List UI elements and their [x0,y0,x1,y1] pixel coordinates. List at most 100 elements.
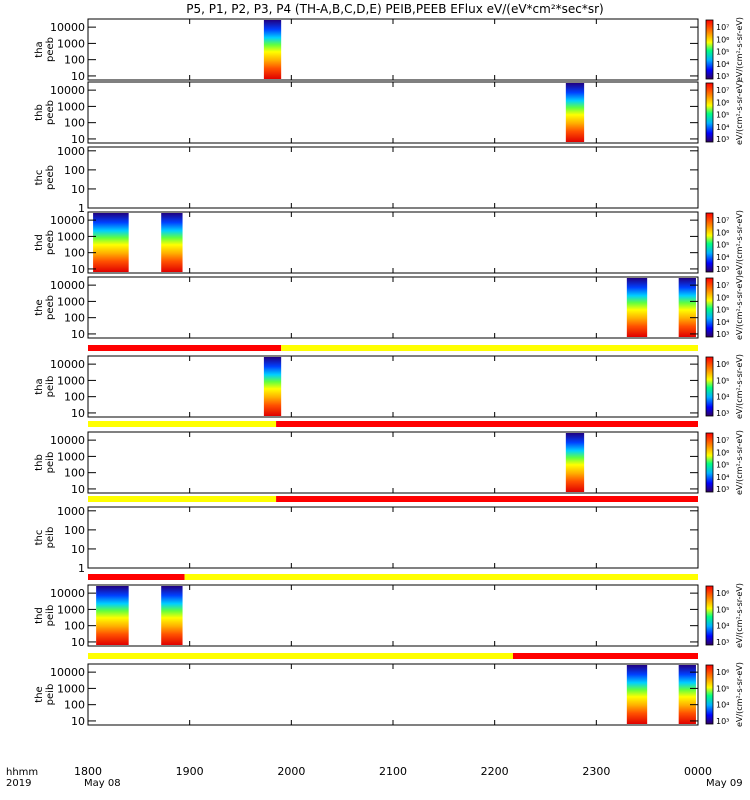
colorbar-tick-thb-peeb-4: 10³ [716,135,729,144]
ytick-label-thd-peib-0: 10 [71,636,85,649]
colorbar-tick-tha-peib-1: 10⁵ [716,376,729,385]
mode-bar-thc-peib-0 [88,496,277,502]
panel-label-product-thc-peib: peib [45,527,56,549]
x-tick-label-3: 2100 [379,765,407,778]
x-tick-label-4: 2200 [481,765,509,778]
panel-label-thd-peib: thdpeib [34,605,56,627]
colorbar-tick-thd-peeb-1: 10⁶ [716,228,729,237]
panel-label-tha-peib: thapeib [34,376,56,398]
spectrum-block-thb-peeb-0 [565,83,585,142]
colorbar-tha-peib [705,356,714,417]
ytick-label-thb-peib-0: 10 [71,483,85,496]
ytick-label-thb-peib-2: 1000 [57,450,85,463]
mode-bar-the-peib-0 [88,653,513,659]
spectrum-block-thd-peeb-1 [161,213,183,272]
x-date-end: May 09 [706,778,743,789]
colorbar-tick-thb-peib-1: 10⁶ [716,448,729,457]
colorbar-label-thd-peeb: eV/(cm²-s-sr-eV) [735,210,744,275]
ytick-label-thc-peeb-1: 10 [71,183,85,196]
panel-label-thb-peib: thbpeib [34,452,56,474]
mode-bar-the-peib-1 [512,653,698,659]
panel-the-peib: 10 100 1000 10000 thepeib 10⁶ 10⁵ 10⁴ 10³ eV/(cm²… [34,653,744,728]
colorbar-thb-peeb [705,82,714,143]
ytick-label-the-peeb-0: 10 [71,328,85,341]
panel-frame-the-peeb [87,276,699,339]
colorbar-label-the-peeb: eV/(cm²-s-sr-eV) [735,275,744,340]
panel-thb-peib: 10 100 1000 10000 thbpeib 10⁷ 10⁶ 10⁵ 10⁴ 10³ eV/(… [34,421,744,496]
colorbar-tick-the-peeb-0: 10⁷ [716,281,729,290]
colorbar-tick-the-peib-2: 10⁴ [716,701,729,710]
x-tick-label-0: 1800 [74,765,102,778]
mode-bar-thd-peib-0 [88,574,185,580]
panel-label-probe-thb-peeb: thb [34,104,45,121]
colorbar-tick-thb-peib-3: 10⁴ [716,473,729,482]
ytick-label-thb-peeb-0: 10 [71,133,85,146]
ytick-label-the-peib-0: 10 [71,715,85,728]
panel-label-the-peib: thepeib [34,684,56,706]
ytick-label-the-peib-1: 100 [64,699,85,712]
ytick-label-tha-peib-0: 10 [71,407,85,420]
colorbar-tick-thb-peeb-1: 10⁶ [716,98,729,107]
panel-label-product-the-peeb: peeb [45,295,56,320]
panel-frame-thc-peeb [87,146,699,209]
colorbar-tick-the-peib-1: 10⁵ [716,684,729,693]
panel-label-product-the-peib: peib [45,684,56,706]
ytick-label-thd-peeb-1: 100 [64,247,85,260]
colorbar-tick-thd-peeb-2: 10⁵ [716,241,729,250]
colorbar-label-thb-peeb: eV/(cm²-s-sr-eV) [735,80,744,145]
panel-frame-thb-peib [87,431,699,494]
panel-label-probe-tha-peib: tha [34,378,45,394]
mode-bar-tha-peib-1 [281,345,698,351]
ytick-label-tha-peeb-3: 10000 [50,21,85,34]
colorbar-label-tha-peeb: eV/(cm²-s-sr-eV) [735,17,744,82]
colorbar-tick-thd-peib-3: 10³ [716,638,729,647]
colorbar-the-peeb [705,277,714,338]
panel-label-probe-thc-peeb: thc [34,170,45,186]
colorbar-tick-tha-peeb-3: 10⁴ [716,60,729,69]
panel-label-probe-thd-peib: thd [34,607,45,624]
panel-label-probe-the-peeb: the [34,299,45,315]
panel-label-product-thd-peib: peib [45,605,56,627]
ytick-label-the-peib-3: 10000 [50,666,85,679]
spectrum-block-thd-peib-1 [161,586,183,645]
x-axis: 1800 1900 2000 2100 2200 2300 0000 [74,765,712,778]
panel-frame-the-peib [87,663,699,726]
colorbar-tick-the-peib-0: 10⁶ [716,668,729,677]
x-date-start: May 08 [84,778,121,789]
colorbar-the-peib [705,664,714,725]
colorbar-tick-thd-peeb-3: 10⁴ [716,253,729,262]
panel-frame-thb-peeb [87,81,699,144]
colorbar-tick-the-peeb-2: 10⁵ [716,306,729,315]
panel-label-probe-thd-peeb: thd [34,234,45,251]
colorbar-tick-thb-peeb-2: 10⁵ [716,111,729,120]
colorbar-tick-tha-peib-2: 10⁴ [716,393,729,402]
panel-label-tha-peeb: thapeeb [34,37,56,62]
ytick-label-thb-peib-1: 100 [64,467,85,480]
ytick-label-thc-peib-2: 100 [64,524,85,537]
panel-label-product-thb-peeb: peeb [45,100,56,125]
chart-title: P5, P1, P2, P3, P4 (TH-A,B,C,D,E) PEIB,P… [186,2,603,16]
colorbar-tick-thd-peib-0: 10⁶ [716,589,729,598]
colorbar-tick-tha-peib-0: 10⁶ [716,360,729,369]
x-tick-label-5: 2300 [582,765,610,778]
panel-label-thc-peib: thcpeib [34,527,56,549]
colorbar-tick-thb-peeb-3: 10⁴ [716,123,729,132]
panel-label-product-tha-peeb: peeb [45,37,56,62]
colorbar-label-tha-peib: eV/(cm²-s-sr-eV) [735,354,744,419]
x-tick-label-1: 1900 [176,765,204,778]
panel-tha-peib: 10 100 1000 10000 thapeib 10⁶ 10⁵ 10⁴ 10³ eV/(cm²… [34,345,744,420]
colorbar-tick-tha-peib-3: 10³ [716,409,729,418]
spectrum-block-tha-peeb-0 [263,20,282,79]
panel-label-product-thb-peib: peib [45,452,56,474]
ytick-label-tha-peib-2: 1000 [57,374,85,387]
colorbar-tick-the-peeb-4: 10³ [716,330,729,339]
colorbar-label-thd-peib: eV/(cm²-s-sr-eV) [735,583,744,648]
panel-label-probe-thc-peib: thc [34,530,45,546]
colorbar-tick-thd-peib-2: 10⁴ [716,622,729,631]
ytick-label-the-peib-2: 1000 [57,682,85,695]
ytick-label-thc-peeb-0: 1 [78,202,85,215]
